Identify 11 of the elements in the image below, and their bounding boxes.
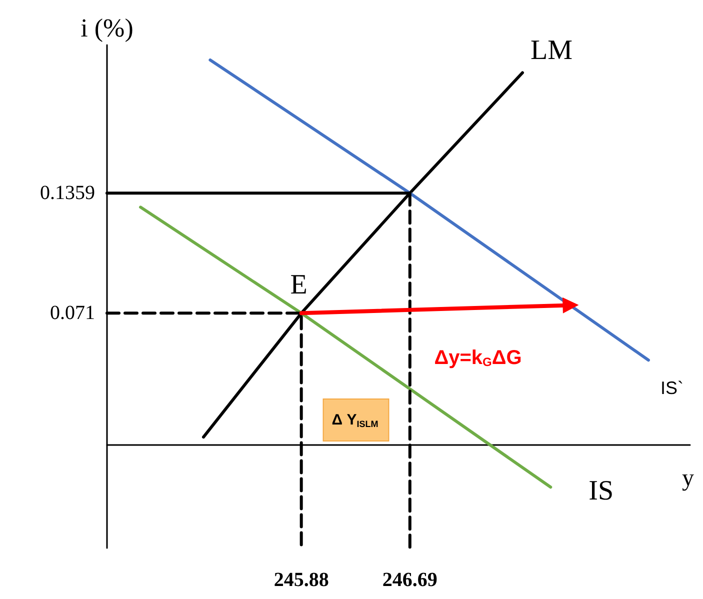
annotation: E bbox=[290, 270, 308, 301]
x-tick-label: 246.69 bbox=[382, 569, 438, 591]
y-tick-label: 0.071 bbox=[50, 302, 95, 324]
series-label: IS bbox=[588, 476, 614, 507]
x-tick-label: 245.88 bbox=[274, 569, 329, 591]
x-axis-title: y bbox=[682, 465, 694, 492]
y-tick-label: 0.1359 bbox=[40, 182, 95, 204]
annotation: Δy=kGΔG bbox=[434, 347, 522, 369]
y-axis-title: i (%) bbox=[80, 14, 134, 42]
series-label: LM bbox=[530, 35, 573, 66]
series-label: IS` bbox=[660, 378, 684, 398]
